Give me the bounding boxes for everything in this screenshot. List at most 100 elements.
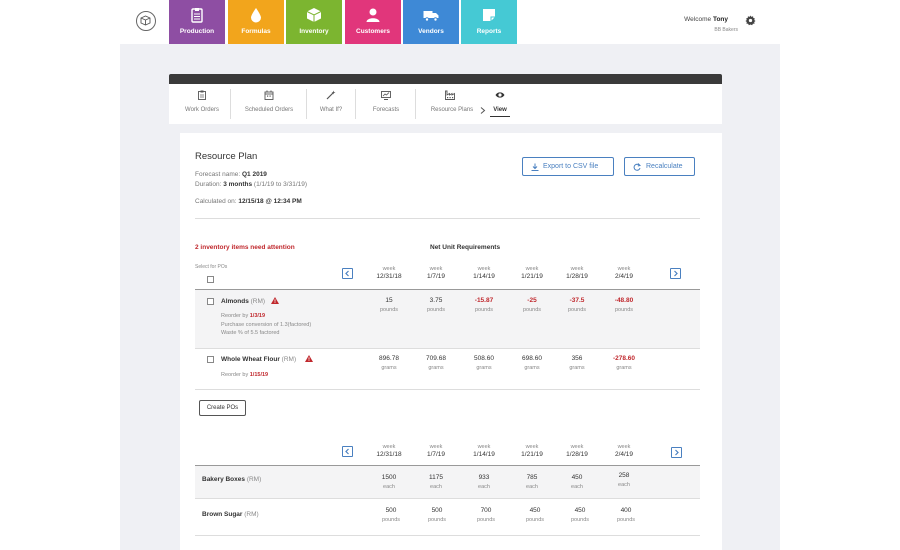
create-pos-button[interactable]: Create POs (199, 400, 246, 416)
calculated-label: Calculated on: (195, 198, 237, 205)
attention-message: 2 inventory items need attention (195, 244, 295, 251)
chevron-right-icon (675, 449, 679, 456)
subnav-forecasts[interactable]: Forecasts (364, 84, 408, 124)
duration-range: (1/1/19 to 3/31/19) (253, 181, 308, 188)
table-cell: -15.87 pounds (454, 297, 514, 313)
week-header: week 12/31/18 (359, 266, 419, 280)
week-header: week 1/7/19 (406, 444, 466, 458)
export-csv-button[interactable]: Export to CSV file (522, 157, 614, 176)
week-label: week (382, 444, 396, 450)
week-header: week 1/14/19 (454, 444, 514, 458)
cell-unit: each (478, 484, 490, 490)
nav-tab-formulas[interactable]: Formulas (228, 0, 284, 44)
next-week-button[interactable] (671, 447, 682, 458)
select-all-checkbox[interactable] (207, 276, 214, 283)
warning-icon (271, 297, 279, 304)
cell-unit: pounds (379, 307, 399, 313)
nav-tab-production[interactable]: Production (169, 0, 225, 44)
app-logo-icon[interactable] (136, 11, 156, 31)
cell-unit: each (430, 484, 442, 490)
subnav-label: Work Orders (185, 107, 219, 113)
chevron-right-icon (674, 270, 678, 277)
item-name: Whole Wheat Flour (RM) (221, 356, 296, 363)
subnav-label: Resource Plans (430, 107, 474, 113)
cell-unit: each (526, 484, 538, 490)
subnav-what-if[interactable]: What If? (314, 84, 348, 124)
divider (415, 89, 416, 119)
truck-icon (423, 11, 439, 22)
cell-unit: grams (428, 365, 444, 371)
nav-tab-vendors[interactable]: Vendors (403, 0, 459, 44)
table-cell: 508.60 grams (454, 355, 514, 371)
week-label: week (617, 266, 631, 272)
item-tag: (RM) (250, 298, 266, 305)
table-row (195, 466, 700, 498)
gear-icon[interactable] (745, 15, 756, 26)
cell-value: 1175 (429, 474, 443, 481)
table-cell: 500 pounds (361, 507, 421, 523)
week-header: week 1/28/19 (547, 266, 607, 280)
nav-tab-inventory[interactable]: Inventory (286, 0, 342, 44)
table-cell: -278.60 grams (594, 355, 654, 371)
subnav-work-orders[interactable]: Work Orders (179, 84, 225, 124)
eye-icon (495, 92, 505, 98)
week-date: 2/4/19 (614, 273, 634, 280)
welcome-label: Welcome (684, 16, 712, 23)
table-cell: 450 pounds (505, 507, 565, 523)
nav-tab-customers[interactable]: Customers (345, 0, 401, 44)
cell-unit: pounds (616, 517, 636, 523)
week-date: 2/4/19 (614, 451, 634, 458)
prev-week-button[interactable] (342, 446, 353, 457)
cell-unit: pounds (427, 517, 447, 523)
table-cell: 450 pounds (550, 507, 610, 523)
week-header: week 12/31/18 (359, 444, 419, 458)
item-tag: (RM) (246, 476, 262, 483)
item-name: Brown Sugar (RM) (202, 511, 259, 518)
reorder-date: 1/3/19 (249, 313, 266, 319)
cell-value: 896.78 (379, 355, 399, 362)
prev-week-button[interactable] (342, 268, 353, 279)
calculated-value: 12/15/18 @ 12:34 PM (238, 198, 302, 205)
cell-value: 933 (478, 474, 490, 481)
week-date: 1/28/19 (566, 451, 588, 458)
table-cell: -25 pounds (502, 297, 562, 313)
subnav-view[interactable]: View (490, 84, 510, 124)
cell-value: 450 (574, 507, 586, 514)
cell-unit: each (571, 484, 583, 490)
row-checkbox[interactable] (207, 298, 214, 305)
week-label: week (617, 444, 631, 450)
nav-tab-label: Inventory (299, 28, 329, 35)
duration-label: Duration: (195, 181, 222, 188)
item-name: Bakery Boxes (RM) (202, 476, 261, 483)
recalculate-label: Recalculate (646, 163, 683, 170)
next-week-button[interactable] (670, 268, 681, 279)
chevron-left-icon (345, 270, 349, 277)
week-date: 1/28/19 (566, 273, 588, 280)
reorder-label: Reorder by (221, 372, 249, 378)
subnav-label: Scheduled Orders (244, 107, 294, 113)
cell-value: 709.68 (426, 355, 446, 362)
divider (195, 498, 700, 499)
row-checkbox[interactable] (207, 356, 214, 363)
table-cell: 785 each (502, 474, 562, 490)
subnav-resource-plans[interactable]: Resource Plans (426, 84, 478, 124)
duration-value: 3 months (223, 181, 253, 188)
cell-unit: pounds (570, 517, 590, 523)
nav-tab-reports[interactable]: Reports (461, 0, 517, 44)
item-name-text: Brown Sugar (202, 511, 243, 518)
table-cell: -37.5 pounds (547, 297, 607, 313)
week-header: week 1/21/19 (502, 444, 562, 458)
nav-tab-label: Formulas (241, 28, 271, 35)
reorder-by: Reorder by 1/3/19 (221, 313, 265, 319)
cell-value: 500 (431, 507, 443, 514)
cell-value: -48.80 (614, 297, 634, 304)
recalculate-button[interactable]: Recalculate (624, 157, 695, 176)
subnav-scheduled-orders[interactable]: Scheduled Orders (239, 84, 299, 124)
week-label: week (477, 266, 491, 272)
refresh-icon (633, 163, 641, 171)
week-date: 1/7/19 (426, 273, 446, 280)
reorder-by: Reorder by 1/15/19 (221, 372, 268, 378)
week-date: 12/31/18 (376, 273, 402, 280)
cell-value: 15 (385, 297, 393, 304)
person-icon (366, 8, 380, 22)
